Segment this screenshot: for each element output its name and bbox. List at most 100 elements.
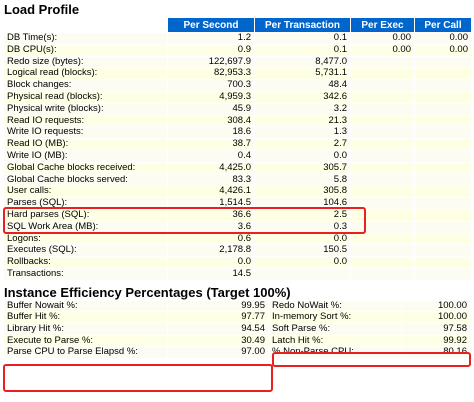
per-second-value: 0.6 (168, 233, 254, 245)
per-exec-value (351, 174, 414, 186)
per-exec-value (351, 209, 414, 221)
per-exec-value (351, 150, 414, 162)
table-row: Buffer Hit %: 97.77 In-memory Sort %: 100.0… (4, 312, 470, 323)
per-transaction-value: 0.0 (255, 233, 350, 245)
metric-value: 80.16 (402, 347, 470, 358)
per-call-value (415, 233, 471, 245)
per-transaction-value: 104.6 (255, 197, 350, 209)
per-call-value (415, 103, 471, 115)
metric-value: 99.95 (168, 300, 268, 312)
metric-label: Latch Hit %: (269, 335, 401, 347)
metric-label: In-memory Sort %: (269, 312, 401, 323)
per-call-value (415, 150, 471, 162)
per-exec-value (351, 162, 414, 174)
per-call-value (415, 174, 471, 186)
table-row: SQL Work Area (MB): 3.6 0.3 (4, 221, 471, 233)
per-exec-value: 0.00 (351, 44, 414, 56)
row-label: Read IO (MB): (4, 138, 167, 150)
per-transaction-value: 0.0 (255, 150, 350, 162)
per-transaction-value: 48.4 (255, 79, 350, 91)
table-row: Read IO (MB): 38.7 2.7 (4, 138, 471, 150)
row-label: DB CPU(s): (4, 44, 167, 56)
per-exec-value (351, 186, 414, 198)
load-profile-table: Per Second Per Transaction Per Exec Per … (3, 17, 472, 281)
table-row: Hard parses (SQL): 36.6 2.5 (4, 209, 471, 221)
metric-value: 97.00 (168, 347, 268, 358)
table-row: Buffer Nowait %: 99.95 Redo NoWait %: 100.0… (4, 300, 470, 312)
row-label: Block changes: (4, 79, 167, 91)
per-second-value: 3.6 (168, 221, 254, 233)
table-row: Block changes: 700.3 48.4 (4, 79, 471, 91)
table-row: Logical read (blocks): 82,953.3 5,731.1 (4, 68, 471, 80)
per-second-value: 4,959.3 (168, 91, 254, 103)
table-row: Physical read (blocks): 4,959.3 342.6 (4, 91, 471, 103)
per-exec-value (351, 233, 414, 245)
per-call-value (415, 186, 471, 198)
per-second-value: 1,514.5 (168, 197, 254, 209)
row-label: Logons: (4, 233, 167, 245)
per-second-value: 122,697.9 (168, 56, 254, 68)
load-profile-header-row: Per Second Per Transaction Per Exec Per … (4, 18, 471, 32)
table-row: Global Cache blocks served: 83.3 5.8 (4, 174, 471, 186)
row-label: Physical read (blocks): (4, 91, 167, 103)
per-transaction-value: 150.5 (255, 245, 350, 257)
metric-label: Soft Parse %: (269, 323, 401, 335)
row-label: DB Time(s): (4, 32, 167, 44)
table-row: User calls: 4,426.1 305.8 (4, 186, 471, 198)
per-second-value: 38.7 (168, 138, 254, 150)
per-exec-value (351, 139, 414, 150)
metric-label: % Non-Parse CPU: (269, 347, 401, 358)
per-call-value (415, 139, 471, 150)
load-profile-title: Load Profile (4, 2, 80, 17)
metric-value: 97.77 (168, 312, 268, 323)
metric-value: 99.92 (402, 335, 470, 347)
per-transaction-value: 0.1 (255, 32, 350, 44)
row-label: User calls: (4, 186, 167, 198)
per-second-value: 45.9 (168, 103, 254, 115)
row-label: Write IO (MB): (4, 150, 167, 162)
metric-label: Execute to Parse %: (4, 335, 167, 347)
table-row: Read IO requests: 308.4 21.3 (4, 115, 471, 127)
per-call-value (415, 56, 471, 68)
metric-value: 30.49 (168, 335, 268, 347)
per-transaction-value: 8,477.0 (255, 56, 350, 68)
table-row: Executes (SQL): 2,178.8 150.5 (4, 245, 471, 257)
per-call-value (415, 162, 471, 174)
load-profile-section: Load Profile Per Second Per Transaction … (3, 2, 472, 281)
per-transaction-value: 1.3 (255, 127, 350, 139)
per-call-value (415, 209, 471, 221)
table-row: Execute to Parse %: 30.49 Latch Hit %: 99.9… (4, 335, 470, 347)
per-call-value (415, 198, 471, 209)
per-call-value (415, 221, 471, 233)
metric-value: 97.58 (402, 323, 470, 335)
per-second-value: 308.4 (168, 115, 254, 127)
per-transaction-value: 0.0 (255, 256, 350, 268)
per-second-value: 4,425.0 (168, 162, 254, 174)
row-label: Physical write (blocks): (4, 103, 167, 115)
table-row: Write IO (MB): 0.4 0.0 (4, 150, 471, 162)
table-row: Parse CPU to Parse Elapsd %: 97.00% Non-P… (4, 347, 470, 358)
per-transaction-value: 342.6 (255, 91, 350, 103)
row-label: Executes (SQL): (4, 245, 167, 257)
table-row: Parses (SQL): 1,514.5 104.6 (4, 197, 471, 209)
metric-value: 100.00 (402, 312, 470, 323)
row-label: Parses (SQL): (4, 197, 167, 209)
per-call-value: 0.00 (415, 32, 471, 44)
per-transaction-value (255, 268, 350, 280)
row-label: Global Cache blocks received: (4, 162, 167, 174)
per-transaction-value: 5.8 (255, 174, 350, 186)
per-second-value: 36.6 (168, 209, 254, 221)
per-second-value: 0.0 (168, 256, 254, 268)
table-row: Physical write (blocks): 45.9 3.2 (4, 103, 471, 115)
table-row: Transactions: 14.5 (4, 268, 471, 280)
per-second-value: 0.4 (168, 150, 254, 162)
per-call-value (415, 268, 471, 280)
per-second-value: 82,953.3 (168, 68, 254, 80)
header-per-exec: Per Exec (351, 18, 414, 32)
per-exec-value (351, 56, 414, 68)
row-label: Read IO requests: (4, 115, 167, 127)
table-row: Library Hit %: 94.54 Soft Parse %: 97.58 (4, 323, 470, 335)
row-label: Write IO requests: (4, 127, 167, 139)
per-transaction-value: 2.7 (255, 138, 350, 150)
per-exec-value (351, 115, 414, 127)
